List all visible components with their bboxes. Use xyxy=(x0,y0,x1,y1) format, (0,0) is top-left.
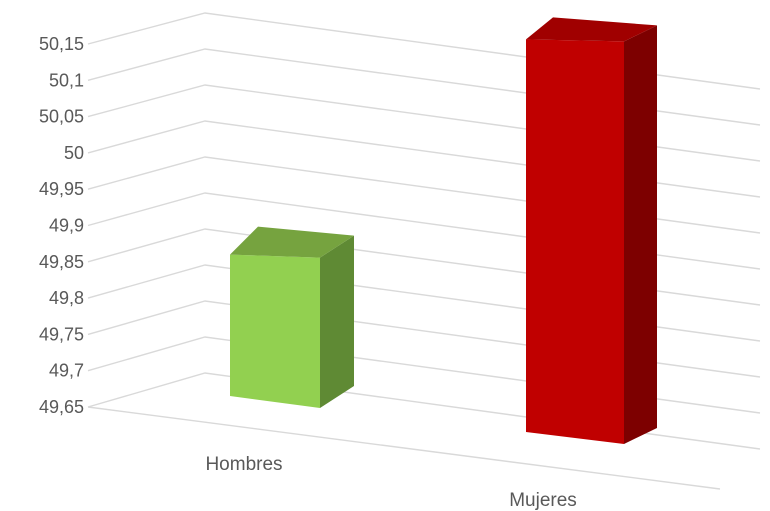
gridline xyxy=(87,372,761,450)
bar-side-face xyxy=(320,235,354,408)
gridline xyxy=(87,228,761,306)
bar-front-face xyxy=(230,254,320,408)
gridline xyxy=(87,264,761,342)
bar-mujeres xyxy=(526,17,657,445)
gridline xyxy=(87,300,761,378)
y-tick-label: 49,85 xyxy=(39,252,84,272)
y-tick-label: 49,8 xyxy=(49,288,84,308)
y-tick-label: 49,95 xyxy=(39,179,84,199)
y-tick-label: 49,9 xyxy=(49,216,84,236)
bar-top-face xyxy=(230,226,354,258)
gridline xyxy=(87,336,761,414)
bar-front-face xyxy=(526,39,624,445)
bars xyxy=(230,17,657,445)
y-tick-label: 49,7 xyxy=(49,361,84,381)
gridline xyxy=(87,48,761,126)
gridline xyxy=(87,12,761,90)
bar-hombres xyxy=(230,226,354,408)
gridline xyxy=(87,192,761,270)
y-tick-label: 50 xyxy=(64,143,84,163)
gridlines xyxy=(87,12,761,490)
y-axis-ticks: 49,65 49,7 49,75 49,8 49,85 49,9 49,95 50 50,05 5… xyxy=(39,34,84,417)
y-tick-label: 50,1 xyxy=(49,70,84,90)
bar-top-face xyxy=(526,17,657,42)
floor-edge xyxy=(87,406,721,490)
y-tick-label: 50,05 xyxy=(39,107,84,127)
y-tick-label: 50,15 xyxy=(39,34,84,54)
gridline xyxy=(87,120,761,198)
x-tick-label: Mujeres xyxy=(509,490,577,511)
x-tick-label: Hombres xyxy=(205,454,282,475)
y-tick-label: 49,75 xyxy=(39,324,84,344)
y-tick-label: 49,65 xyxy=(39,397,84,417)
bar-side-face xyxy=(624,25,657,445)
gridline xyxy=(87,84,761,162)
gridline xyxy=(87,156,761,234)
x-axis-ticks: Hombres Mujeres xyxy=(205,454,576,511)
